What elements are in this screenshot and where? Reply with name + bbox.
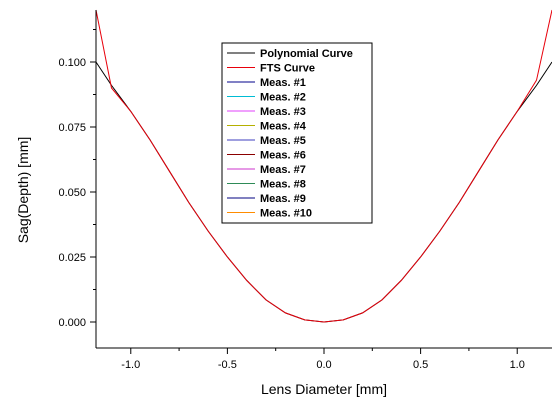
legend-label-11: Meas. #10 xyxy=(260,208,312,220)
legend-label-6: Meas. #5 xyxy=(260,135,306,147)
legend-label-5: Meas. #4 xyxy=(260,121,307,133)
legend: Polynomial Curve FTS Curve Meas. #1 Meas. #… xyxy=(221,42,373,224)
y-tick-label: 0.025 xyxy=(58,252,86,264)
legend-label-8: Meas. #7 xyxy=(260,164,306,176)
legend-label-2: Meas. #1 xyxy=(260,77,306,89)
legend-label-0: Polynomial Curve xyxy=(260,48,353,60)
y-tick-label: 0.000 xyxy=(58,317,86,329)
legend-label-3: Meas. #2 xyxy=(260,92,306,104)
y-tick-label: 0.050 xyxy=(58,187,86,199)
x-tick-label: 1.0 xyxy=(510,359,525,371)
series-line-1 xyxy=(95,9,552,323)
x-tick-label: 0.5 xyxy=(413,359,428,371)
legend-label-4: Meas. #3 xyxy=(260,106,306,118)
legend-box xyxy=(221,42,373,224)
legend-label-9: Meas. #8 xyxy=(260,179,306,191)
y-tick-label: 0.075 xyxy=(58,122,86,134)
x-tick-label: -0.5 xyxy=(218,359,237,371)
y-tick-label: 0.100 xyxy=(58,57,86,69)
curves xyxy=(95,9,552,323)
legend-label-1: FTS Curve xyxy=(260,63,315,75)
x-tick-label: 0.0 xyxy=(316,359,331,371)
legend-label-10: Meas. #9 xyxy=(260,193,306,205)
axes: -1.0 -0.5 0.0 0.5 1.0 0.000 0.025 0.050 0.075 0.1… xyxy=(58,10,552,371)
legend-label-7: Meas. #6 xyxy=(260,150,306,162)
x-axis-title: Lens Diameter [mm] xyxy=(261,381,387,397)
x-tick-label: -1.0 xyxy=(121,359,140,371)
y-axis-title: Sag(Depth) [mm] xyxy=(15,137,31,244)
